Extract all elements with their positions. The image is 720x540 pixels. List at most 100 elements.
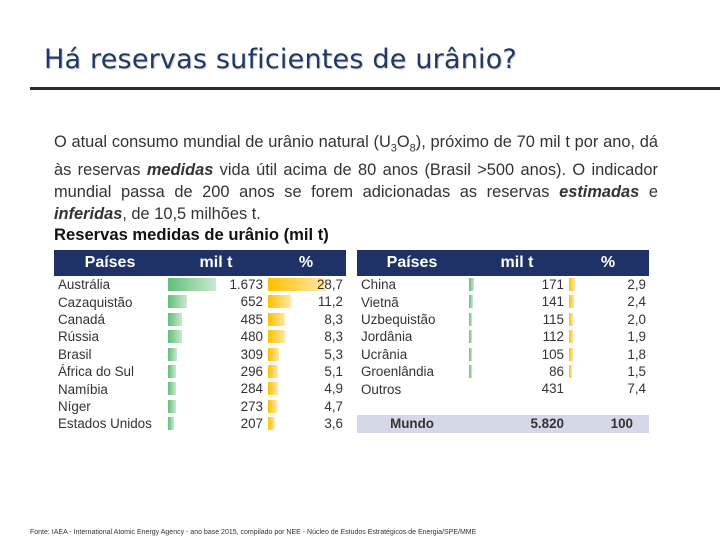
pct-data-bar [569,364,573,378]
pct-data-bar [569,278,575,291]
milt-cell: 141 [467,293,567,310]
pct-value: 2,4 [627,294,646,310]
table-row: Uzbequistão 115 2,0 [357,311,649,328]
pct-cell: 8,3 [266,328,346,345]
milt-data-bar [168,330,182,344]
pct-data-bar [569,312,574,326]
pct-data-bar [268,278,326,291]
pct-data-bar [268,399,278,413]
country-name: Jordânia [361,329,413,345]
milt-value: 309 [240,346,263,362]
title-divider [30,87,720,90]
pct-cell: 2,9 [567,276,649,293]
pct-value: 11,2 [317,294,343,310]
pct-data-bar [569,295,574,309]
left-table-header: Países mil t % [54,250,346,276]
milt-data-bar [469,312,473,326]
country-name: China [361,277,396,293]
milt-value: 115 [542,311,564,327]
milt-cell: 480 [166,328,266,345]
milt-value: 105 [541,346,564,362]
emphasis-medidas: medidas [146,161,214,180]
table-row: Austrália 1.673 28,7 [54,276,346,293]
milt-data-bar [469,347,472,361]
pct-cell: 5,1 [266,363,346,380]
milt-data-bar [168,347,177,361]
pct-cell: 11,2 [266,293,346,310]
pct-cell: 5,3 [266,346,346,363]
spacer-cell [357,398,649,415]
milt-cell: 112 [467,328,567,345]
paragraph-part: vida útil acima de 80 anos (Brasil >500 … [54,161,658,202]
pct-value: 5,3 [324,346,343,362]
milt-value: 112 [542,329,564,345]
milt-value: 141 [541,294,564,310]
country-name: Groenlândia [361,364,434,380]
intro-paragraph: O atual consumo mundial de urânio natura… [54,131,658,225]
pct-data-bar [268,364,279,378]
country-name: Austrália [58,277,111,293]
pct-value: 5,1 [324,363,343,379]
milt-data-bar [469,278,474,291]
pct-value: 3,6 [324,416,343,432]
table-subtitle: Reservas medidas de urânio (mil t) [54,225,329,244]
pct-value: 28,7 [316,277,343,292]
paragraph-part: , de 10,5 milhões t. [122,205,261,224]
paragraph-part: O atual consumo mundial de urânio natura… [54,133,391,151]
milt-data-bar [168,278,216,291]
total-milt: 5.820 [467,415,567,433]
pct-value: 2,9 [627,277,646,292]
source-footnote: Fonte: IAEA - International Atomic Energ… [30,529,477,536]
pct-value: 8,3 [324,329,343,345]
header-paises: Países [54,250,166,276]
table-row: Rússia 480 8,3 [54,328,346,345]
left-reserves-table: Países mil t % Austrália 1.673 28,7 Cazaqui… [54,250,346,433]
pct-cell: 2,0 [567,311,649,328]
country-name: Namíbia [58,381,108,397]
pct-data-bar [569,330,573,344]
milt-data-bar [469,295,474,309]
pct-cell: 8,3 [266,311,346,328]
pct-data-bar [268,382,278,396]
country-name: Canadá [58,311,105,327]
pct-cell: 1,8 [567,346,649,363]
table-row: Outros 431 7,4 [357,380,649,397]
milt-data-bar [168,417,174,431]
milt-data-bar [168,399,176,413]
milt-cell: 273 [166,398,266,415]
pct-data-bar [268,295,291,309]
emphasis-inferidas: inferidas [54,205,123,224]
pct-cell: 28,7 [266,276,346,293]
milt-cell: 171 [467,276,567,293]
milt-value: 480 [240,329,263,345]
table-row: Groenlândia 86 1,5 [357,363,649,380]
pct-cell: 1,9 [567,328,649,345]
milt-value: 1.673 [229,277,263,292]
milt-data-bar [168,295,187,309]
milt-data-bar [469,364,472,378]
pct-value: 1,8 [627,346,646,362]
total-pct: 100 [567,415,649,433]
milt-cell: 431 [467,380,567,397]
milt-cell: 652 [166,293,266,310]
milt-value: 296 [240,363,263,379]
milt-cell: 105 [467,346,567,363]
pct-data-bar [268,347,279,361]
country-name: Brasil [58,346,92,362]
milt-value: 652 [240,294,263,310]
milt-data-bar [168,364,177,378]
table-row: Ucrânia 105 1,8 [357,346,649,363]
country-name: África do Sul [58,364,134,380]
table-row: Vietnã 141 2,4 [357,293,649,310]
pct-value: 4,9 [324,381,343,397]
milt-cell: 284 [166,380,266,397]
country-name: Vietnã [361,294,399,310]
milt-cell: 86 [467,363,567,380]
milt-value: 485 [240,311,263,327]
right-reserves-table: Países mil t % China 171 2,9 Vietnã 141 2,4 Uz… [357,250,649,433]
country-name: Uzbequistão [361,311,436,327]
pct-value: 8,3 [324,311,343,327]
pct-value: 2,0 [627,311,646,327]
pct-value: 7,4 [627,381,646,397]
pct-cell: 2,4 [567,293,649,310]
